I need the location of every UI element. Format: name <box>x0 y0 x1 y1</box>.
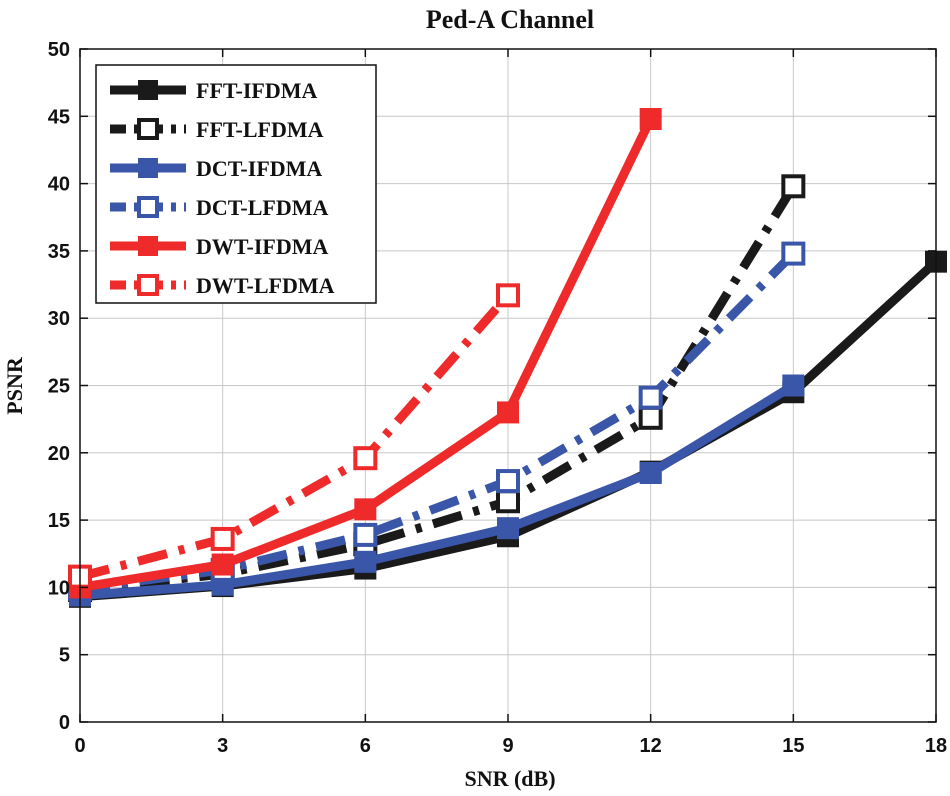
series-layer <box>68 107 947 608</box>
legend-marker <box>137 118 159 140</box>
data-point <box>353 446 378 471</box>
data-point <box>638 405 663 430</box>
data-point <box>638 385 663 410</box>
series-line <box>79 183 798 595</box>
legend-marker <box>138 158 158 178</box>
legend-marker <box>138 236 158 256</box>
legend-label: DCT-IFDMA <box>196 156 322 181</box>
x-tick-label: 6 <box>360 735 371 757</box>
x-tick-label: 18 <box>925 735 947 757</box>
y-tick-label: 45 <box>48 106 70 128</box>
axis-ticks: 0 3 6 9 12 15 18 0 5 10 15 20 25 30 35 40 45 50 <box>48 39 947 757</box>
legend-label: FFT-IFDMA <box>196 78 318 103</box>
y-tick-label: 5 <box>59 645 70 667</box>
legend-entry: DWT-LFDMA <box>110 273 335 298</box>
x-axis-label: SNR (dB) <box>464 766 555 791</box>
legend-label: DWT-IFDMA <box>196 234 329 259</box>
legend-marker <box>137 274 159 296</box>
legend: FFT-IFDMA FFT-LFDMA DCT-IFDMA DCT-LFDMA DWT-… <box>95 64 377 304</box>
y-tick-label: 15 <box>48 510 70 532</box>
data-point <box>496 283 520 308</box>
series-line <box>79 250 797 594</box>
series-line <box>78 292 512 581</box>
y-tick-label: 50 <box>48 39 70 61</box>
legend-entry: FFT-IFDMA <box>110 78 318 103</box>
legend-entry: DCT-IFDMA <box>110 156 322 181</box>
data-point <box>639 107 662 130</box>
data-point <box>497 401 519 424</box>
legend-box <box>95 64 377 304</box>
data-point <box>354 498 377 521</box>
legend-label: DWT-LFDMA <box>196 273 335 298</box>
y-tick-label: 20 <box>48 443 70 465</box>
legend-marker <box>138 80 158 100</box>
y-axis-label: PSNR <box>2 356 27 415</box>
x-tick-label: 12 <box>640 735 662 757</box>
data-point <box>353 522 378 547</box>
data-point <box>782 374 805 397</box>
data-point <box>497 517 519 540</box>
data-point <box>496 489 520 514</box>
data-point <box>354 550 377 573</box>
x-tick-label: 9 <box>502 735 513 757</box>
y-tick-label: 10 <box>48 577 70 599</box>
data-point <box>496 469 520 494</box>
data-point <box>211 553 234 576</box>
y-tick-label: 25 <box>48 376 70 398</box>
y-tick-label: 40 <box>48 174 70 196</box>
legend-entry: DWT-IFDMA <box>110 234 329 259</box>
y-tick-label: 35 <box>48 241 70 263</box>
data-point <box>781 241 806 266</box>
data-point <box>781 174 806 199</box>
legend-label: DCT-LFDMA <box>196 195 329 220</box>
legend-label: FFT-LFDMA <box>196 117 324 142</box>
data-point <box>210 526 235 551</box>
legend-marker <box>137 196 159 218</box>
data-point <box>639 461 662 484</box>
series-line <box>79 381 796 600</box>
legend-entry: DCT-LFDMA <box>110 195 329 220</box>
x-tick-label: 15 <box>782 735 804 757</box>
x-tick-label: 0 <box>74 735 85 757</box>
chart-title: Ped-A Channel <box>426 5 594 34</box>
x-tick-label: 3 <box>217 735 228 757</box>
y-tick-label: 0 <box>59 712 70 734</box>
legend-entry: FFT-LFDMA <box>110 117 324 142</box>
y-tick-label: 30 <box>48 308 70 330</box>
